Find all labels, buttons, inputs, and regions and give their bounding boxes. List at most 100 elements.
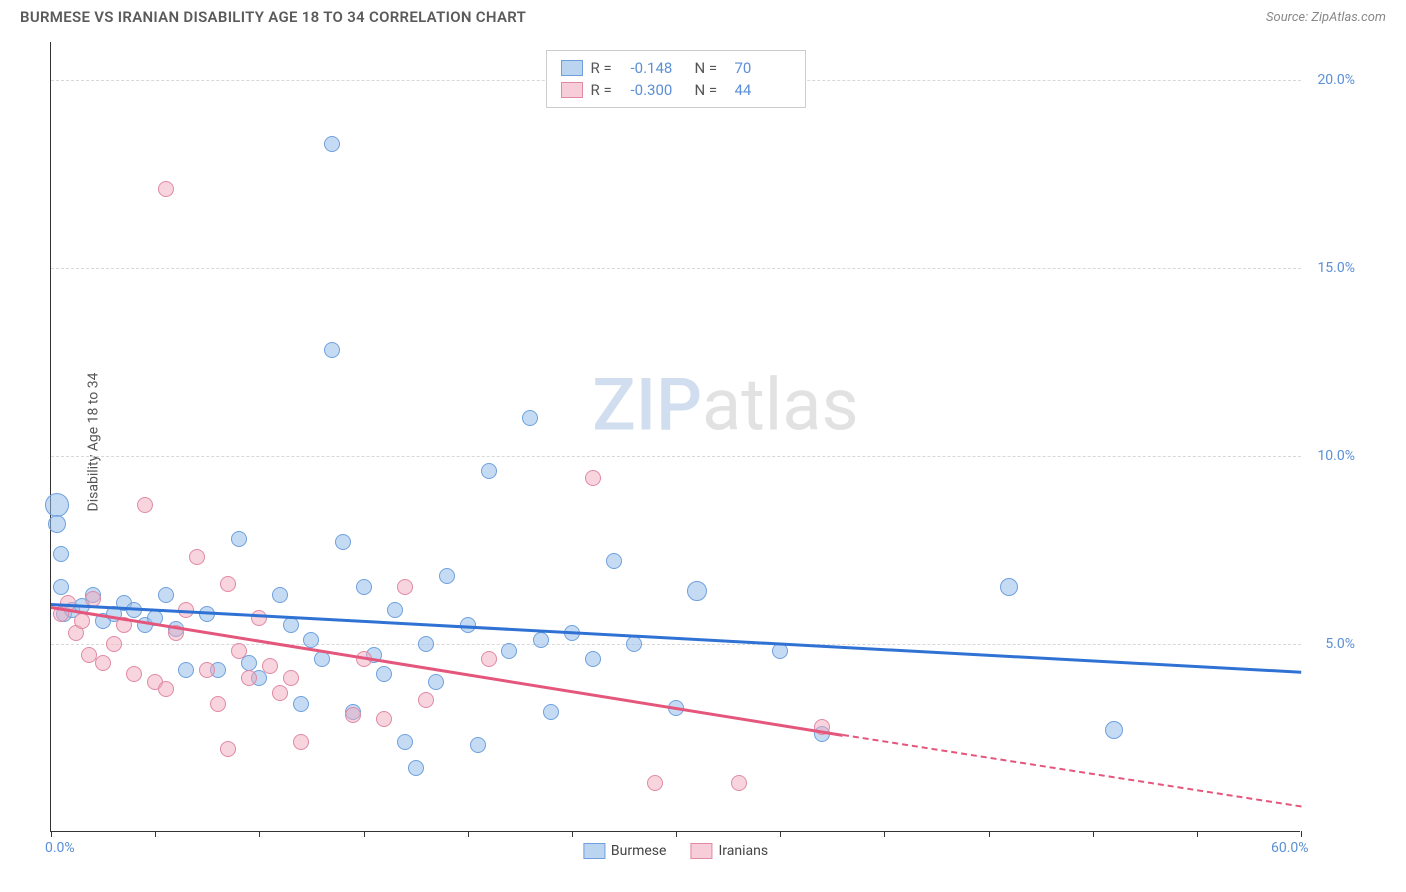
data-point — [356, 579, 372, 595]
legend-n-label: N = — [695, 81, 727, 99]
data-point — [158, 181, 174, 197]
data-point — [48, 515, 66, 533]
data-point — [293, 734, 309, 750]
y-tick-label: 15.0% — [1317, 260, 1355, 276]
legend-r-value: -0.148 — [631, 59, 687, 77]
data-point — [335, 534, 351, 550]
legend-label: Iranians — [718, 843, 768, 859]
x-tick — [572, 831, 573, 837]
data-point — [522, 410, 538, 426]
data-point — [428, 674, 444, 690]
x-tick — [364, 831, 365, 837]
gridline — [51, 268, 1301, 269]
data-point — [231, 643, 247, 659]
chart-container: Disability Age 18 to 34 ZIPatlas R =-0.1… — [50, 42, 1350, 842]
trend-line-dashed — [843, 734, 1302, 807]
data-point — [626, 636, 642, 652]
legend-n-label: N = — [695, 59, 727, 77]
data-point — [137, 497, 153, 513]
legend-r-value: -0.300 — [631, 81, 687, 99]
data-point — [272, 587, 288, 603]
x-tick — [468, 831, 469, 837]
data-point — [418, 692, 434, 708]
data-point — [231, 531, 247, 547]
data-point — [585, 470, 601, 486]
data-point — [418, 636, 434, 652]
legend-item: Iranians — [690, 843, 768, 859]
legend-row: R = -0.300 N = 44 — [561, 79, 791, 101]
series-legend: Burmese Iranians — [583, 843, 768, 859]
data-point — [199, 662, 215, 678]
legend-r-label: R = — [591, 81, 623, 99]
data-point — [293, 696, 309, 712]
data-point — [481, 651, 497, 667]
data-point — [45, 493, 69, 517]
data-point — [303, 632, 319, 648]
data-point — [158, 681, 174, 697]
data-point — [106, 636, 122, 652]
legend-swatch — [583, 843, 605, 859]
data-point — [283, 670, 299, 686]
plot-area: ZIPatlas R =-0.148N =70R =-0.300N =44 Bu… — [50, 42, 1300, 832]
data-point — [387, 602, 403, 618]
x-tick-label: 0.0% — [45, 840, 75, 856]
x-tick — [676, 831, 677, 837]
chart-title: BURMESE VS IRANIAN DISABILITY AGE 18 TO … — [20, 8, 526, 26]
data-point — [481, 463, 497, 479]
x-tick — [780, 831, 781, 837]
data-point — [262, 658, 278, 674]
legend-n-value: 70 — [735, 59, 791, 77]
watermark: ZIPatlas — [592, 362, 858, 447]
data-point — [606, 553, 622, 569]
data-point — [647, 775, 663, 791]
data-point — [178, 662, 194, 678]
data-point — [272, 685, 288, 701]
data-point — [81, 647, 97, 663]
data-point — [1105, 721, 1123, 739]
data-point — [501, 643, 517, 659]
data-point — [126, 666, 142, 682]
correlation-legend: R = -0.148 N = 70 R = -0.300 N = 44 — [546, 50, 806, 108]
legend-item: Burmese — [583, 843, 667, 859]
legend-n-value: 44 — [735, 81, 791, 99]
data-point — [241, 670, 257, 686]
x-tick — [884, 831, 885, 837]
data-point — [53, 579, 69, 595]
data-point — [53, 546, 69, 562]
data-point — [158, 587, 174, 603]
data-point — [324, 342, 340, 358]
legend-row: R =-0.148N =70 — [561, 57, 791, 79]
data-point — [376, 666, 392, 682]
x-tick — [51, 831, 52, 837]
x-tick — [155, 831, 156, 837]
x-tick — [989, 831, 990, 837]
data-point — [283, 617, 299, 633]
x-tick — [1197, 831, 1198, 837]
data-point — [210, 696, 226, 712]
data-point — [397, 579, 413, 595]
data-point — [95, 655, 111, 671]
data-point — [397, 734, 413, 750]
data-point — [1000, 578, 1018, 596]
data-point — [731, 775, 747, 791]
source-attribution: Source: ZipAtlas.com — [1266, 10, 1386, 25]
data-point — [376, 711, 392, 727]
data-point — [408, 760, 424, 776]
data-point — [470, 737, 486, 753]
gridline — [51, 456, 1301, 457]
legend-swatch — [690, 843, 712, 859]
y-tick-label: 20.0% — [1317, 72, 1355, 88]
legend-swatch — [561, 60, 583, 76]
data-point — [74, 613, 90, 629]
data-point — [533, 632, 549, 648]
x-tick — [1093, 831, 1094, 837]
data-point — [189, 549, 205, 565]
x-tick — [259, 831, 260, 837]
y-tick-label: 5.0% — [1325, 636, 1355, 652]
x-tick — [1301, 831, 1302, 837]
data-point — [324, 136, 340, 152]
x-tick-label: 60.0% — [1271, 840, 1309, 856]
data-point — [220, 576, 236, 592]
legend-label: Burmese — [611, 843, 667, 859]
y-tick-label: 10.0% — [1317, 448, 1355, 464]
